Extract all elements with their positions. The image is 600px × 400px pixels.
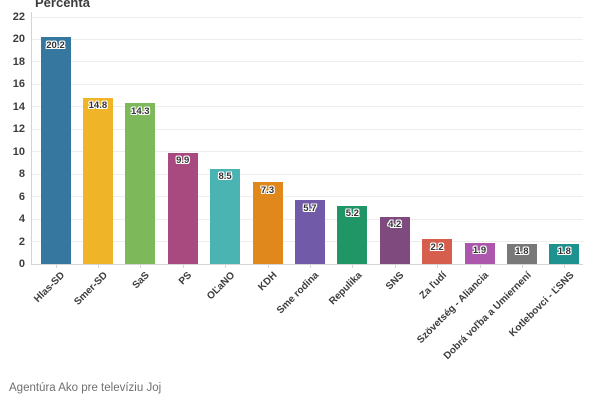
x-axis-tick bbox=[352, 265, 354, 268]
x-axis-tick bbox=[521, 265, 523, 268]
x-axis-label: KDH bbox=[256, 270, 280, 294]
y-axis-tick-label: 2 bbox=[18, 235, 25, 248]
x-axis-tick bbox=[97, 265, 99, 268]
gridline bbox=[31, 151, 583, 153]
x-axis-label: PS bbox=[177, 270, 195, 288]
bar bbox=[506, 243, 537, 264]
bar-value-label: 14.8 bbox=[88, 100, 108, 112]
gridline bbox=[31, 196, 583, 198]
bar-value-label: 2.2 bbox=[430, 241, 444, 253]
gridline bbox=[31, 38, 583, 40]
bar bbox=[422, 239, 453, 264]
x-axis-label: OĽaNO bbox=[204, 270, 237, 303]
gridline bbox=[31, 106, 583, 108]
y-axis-tick-label: 18 bbox=[12, 55, 25, 68]
chart-title: Percenta bbox=[35, 0, 90, 10]
x-axis-label: Hlas-SD bbox=[32, 270, 68, 305]
bar bbox=[40, 37, 71, 264]
y-axis-tick-label: 22 bbox=[12, 11, 25, 23]
bar bbox=[125, 103, 156, 264]
bar bbox=[167, 152, 198, 264]
bar-value-label: 1.8 bbox=[515, 246, 529, 258]
source-caption: Agentúra Ako pre televíziu Joj bbox=[9, 382, 162, 394]
x-axis-label: Szövetség - Aliancia bbox=[415, 270, 492, 346]
bar bbox=[337, 205, 368, 264]
x-axis-tick bbox=[225, 265, 227, 268]
x-axis-label: SNS bbox=[384, 270, 407, 293]
bar-value-label: 8.5 bbox=[218, 171, 232, 183]
x-axis-label: SaS bbox=[130, 270, 153, 292]
y-axis-tick-label: 6 bbox=[18, 190, 25, 203]
y-axis-tick-label: 12 bbox=[12, 123, 25, 136]
x-axis-tick bbox=[394, 265, 396, 268]
x-axis-tick bbox=[479, 265, 481, 268]
x-axis-tick bbox=[55, 265, 57, 268]
bar-value-label: 1.9 bbox=[472, 245, 487, 257]
gridline bbox=[31, 128, 583, 130]
x-axis-tick bbox=[564, 265, 566, 268]
y-axis-tick-label: 14 bbox=[12, 100, 25, 113]
bar bbox=[210, 168, 241, 264]
x-axis-label: Za ľudí bbox=[417, 270, 449, 302]
x-axis-tick bbox=[267, 265, 269, 268]
x-axis-tick bbox=[182, 265, 184, 268]
gridline bbox=[31, 83, 583, 85]
bar bbox=[464, 242, 495, 264]
bar bbox=[549, 243, 580, 264]
gridline bbox=[31, 61, 583, 63]
bar-value-label: 14.3 bbox=[131, 105, 150, 117]
x-axis-tick bbox=[309, 265, 311, 268]
bar-value-label: 9.9 bbox=[176, 155, 190, 167]
bar-value-label: 7.3 bbox=[260, 184, 275, 196]
y-axis-tick-label: 0 bbox=[18, 258, 25, 270]
bar bbox=[252, 182, 283, 264]
bar-value-label: 20.2 bbox=[46, 39, 65, 51]
x-axis-line bbox=[31, 263, 583, 265]
bar-value-label: 5.2 bbox=[345, 208, 359, 220]
x-axis-label: Smer-SD bbox=[72, 270, 110, 308]
y-axis-tick-label: 16 bbox=[12, 78, 25, 91]
gridline bbox=[31, 173, 583, 175]
x-axis-label: Repulika bbox=[326, 270, 365, 308]
bar bbox=[294, 200, 325, 264]
x-axis-label: Sme rodina bbox=[275, 270, 322, 317]
bar-value-label: 5.7 bbox=[303, 202, 317, 214]
bar bbox=[379, 216, 410, 264]
bar-value-label: 4.2 bbox=[388, 219, 402, 231]
y-axis-line bbox=[31, 12, 32, 264]
bar-value-label: 1.8 bbox=[557, 246, 571, 258]
x-axis-tick bbox=[437, 265, 439, 268]
y-axis-tick-label: 8 bbox=[18, 168, 25, 181]
x-axis-tick bbox=[140, 265, 142, 268]
gridline bbox=[31, 16, 583, 18]
bar bbox=[82, 97, 113, 264]
y-axis-tick-label: 20 bbox=[12, 33, 25, 46]
y-axis-tick-label: 10 bbox=[12, 145, 25, 158]
y-axis-tick-label: 4 bbox=[18, 213, 25, 226]
